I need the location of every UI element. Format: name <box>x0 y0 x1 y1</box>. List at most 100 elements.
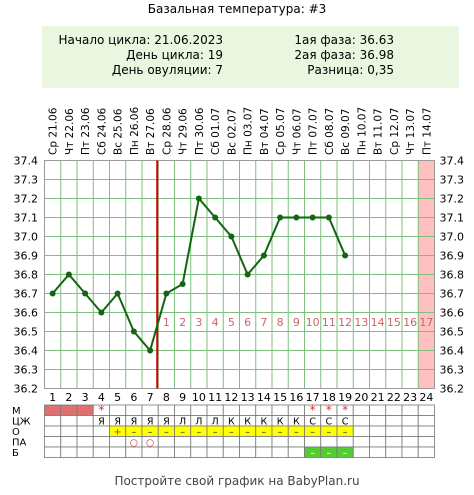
date-label: Сб 01.07 <box>210 108 222 155</box>
day-number: 10 <box>192 391 206 404</box>
table-cell <box>174 436 192 448</box>
date-label: Вс 25.06 <box>113 108 125 155</box>
temperature-point <box>342 252 349 259</box>
table-cell <box>417 425 435 437</box>
table-cell-mark: – <box>294 427 299 438</box>
temperature-point <box>49 290 56 297</box>
luteal-day-label: 13 <box>354 316 368 329</box>
y-tick-label-right: 36.5 <box>440 326 465 339</box>
luteal-day-label: 12 <box>338 316 352 329</box>
day-number: 21 <box>371 391 385 404</box>
table-cell <box>76 404 94 416</box>
table-cell <box>44 446 62 458</box>
table-cell <box>157 436 175 448</box>
date-label: Чт 13.07 <box>405 108 417 155</box>
table-cell-mark: – <box>262 427 267 438</box>
table-cell <box>320 436 338 448</box>
table-cell-mark: Я <box>131 417 138 428</box>
luteal-day-label: 6 <box>244 316 251 329</box>
table-cell <box>222 404 240 416</box>
y-tick-label-left: 36.4 <box>14 345 39 358</box>
day-number: 7 <box>147 391 154 404</box>
date-label: Вт 27.06 <box>145 108 157 155</box>
temperature-point <box>179 281 186 287</box>
table-cell <box>271 436 289 448</box>
footer-link[interactable]: Постройте свой график на BabyPlan.ru <box>114 474 360 488</box>
y-tick-label-left: 37.4 <box>14 155 39 168</box>
y-tick-label-right: 36.8 <box>440 269 465 282</box>
date-label: Чт 06.07 <box>291 108 303 155</box>
table-cell <box>141 404 159 416</box>
y-tick-label-left: 37.1 <box>14 212 39 225</box>
date-label: Ср 12.07 <box>389 108 401 155</box>
table-cell <box>125 404 143 416</box>
phase1-label: 1ая фаза: <box>294 33 356 47</box>
table-cell-mark: – <box>278 427 283 438</box>
day-number: 18 <box>322 391 336 404</box>
table-cell <box>369 404 387 416</box>
table-cell <box>401 446 419 458</box>
cycle-start-row: Начало цикла: 21.06.2023 <box>42 33 223 48</box>
y-tick-label-right: 37.3 <box>440 174 465 187</box>
luteal-day-label: 5 <box>228 316 235 329</box>
table-cell-mark: * <box>342 403 348 417</box>
temperature-point <box>163 290 170 297</box>
table-cell <box>206 404 224 416</box>
luteal-day-label: 9 <box>293 316 300 329</box>
table-cell-mark: К <box>293 417 300 428</box>
table-cell <box>60 446 78 458</box>
date-label: Сб 24.06 <box>96 107 108 155</box>
temperature-point <box>82 290 89 297</box>
date-label: Ср 28.06 <box>161 107 173 155</box>
phase2-label: 2ая фаза: <box>294 48 356 62</box>
day-number: 15 <box>273 391 287 404</box>
table-cell <box>401 425 419 437</box>
date-label: Чт 22.06 <box>64 108 76 155</box>
ovulation-day-row: День овуляции: 7 <box>42 63 223 78</box>
table-cell-mark: Л <box>212 417 219 428</box>
table-cell-mark: К <box>244 417 251 428</box>
table-cell <box>385 446 403 458</box>
difference-row: Разница: 0,35 <box>274 63 394 78</box>
table-cell <box>60 404 78 416</box>
table-cell <box>141 446 159 458</box>
temperature-point <box>130 328 137 335</box>
table-cell-mark: – <box>343 427 348 438</box>
table-cell <box>401 404 419 416</box>
table-cell-mark: С <box>342 417 349 428</box>
table-cell <box>190 436 208 448</box>
table-cell <box>255 436 273 448</box>
temperature-point <box>65 271 72 278</box>
table-cell <box>109 446 127 458</box>
temperature-point <box>195 195 202 202</box>
day-number: 5 <box>114 391 121 404</box>
luteal-day-label: 17 <box>419 316 433 329</box>
day-number: 19 <box>338 391 352 404</box>
date-label: Вс 02.07 <box>226 109 238 155</box>
date-label: Пт 14.07 <box>421 108 433 155</box>
table-cell <box>417 446 435 458</box>
table-cell-mark: Я <box>114 417 121 428</box>
table-cell <box>190 446 208 458</box>
y-tick-label-left: 36.8 <box>14 269 39 282</box>
table-cell <box>239 436 257 448</box>
date-label: Пт 07.07 <box>308 108 320 155</box>
day-number: 24 <box>419 391 433 404</box>
table-cell <box>255 446 273 458</box>
y-tick-label-right: 37.2 <box>440 193 465 206</box>
date-label: Пт 23.06 <box>80 107 92 155</box>
table-cell <box>76 415 94 427</box>
table-cell <box>109 436 127 448</box>
cycle-info-right: 1ая фаза: 36.63 2ая фаза: 36.98 Разница:… <box>274 33 394 78</box>
table-cell-mark: + <box>114 427 122 438</box>
y-tick-label-left: 36.9 <box>14 250 39 263</box>
cycle-start-label: Начало цикла: <box>58 33 151 47</box>
table-cell-mark: * <box>326 403 332 417</box>
y-tick-label-left: 36.5 <box>14 326 39 339</box>
table-cell <box>287 404 305 416</box>
table-cell <box>304 436 322 448</box>
difference-label: Разница: <box>307 63 364 77</box>
date-label: Пн 03.07 <box>243 107 255 155</box>
table-cell <box>417 436 435 448</box>
